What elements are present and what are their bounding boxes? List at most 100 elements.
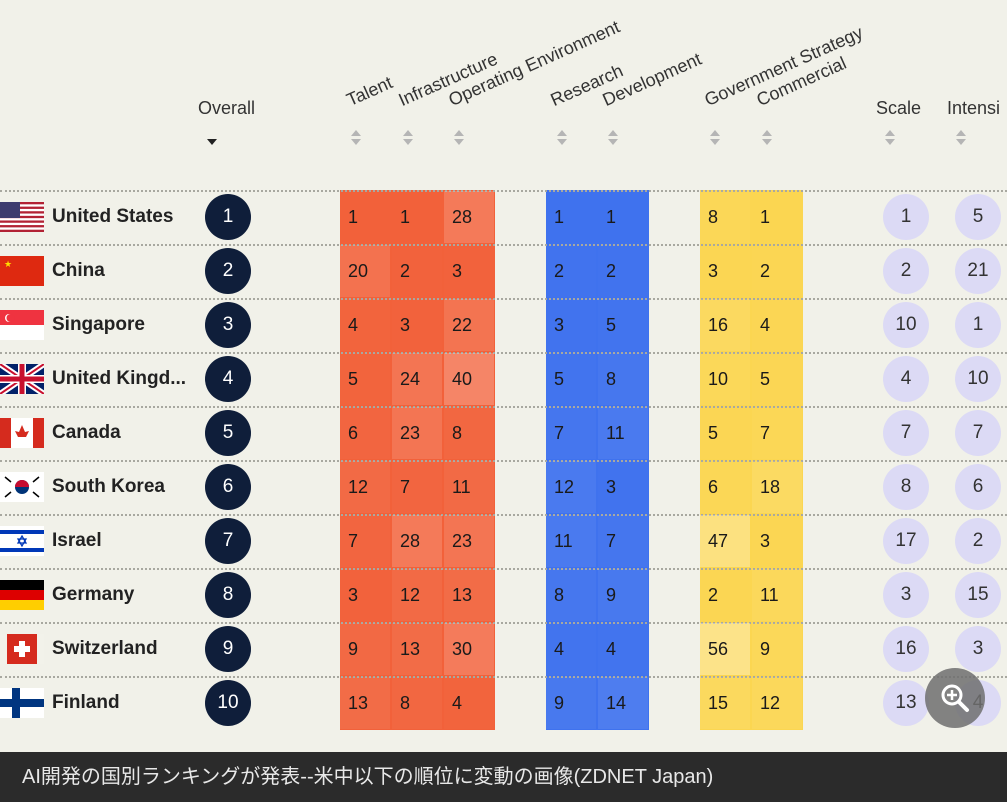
gov-rank-cell: 16 — [700, 299, 750, 351]
scale-rank-badge: 16 — [883, 626, 929, 672]
ranking-board: Overall Talent Infrastructure Operating … — [0, 17, 1007, 730]
gov-rank-cell: 8 — [700, 191, 750, 243]
overall-rank-badge: 4 — [205, 356, 251, 402]
infrastructure-rank-cell: 13 — [392, 623, 442, 675]
operating-rank-cell: 4 — [452, 693, 463, 713]
sort-icon[interactable] — [608, 130, 618, 148]
intensity-rank-badge: 21 — [955, 248, 1001, 294]
image-caption: AI開発の国別ランキングが発表--米中以下の順位に変動の画像(ZDNET Jap… — [22, 766, 714, 788]
country-name[interactable]: Switzerland — [52, 638, 158, 659]
infrastructure-rank-cell: 1 — [400, 207, 411, 227]
header-scale[interactable]: Scale — [876, 98, 922, 118]
gov-rank-cell: 15 — [700, 677, 750, 729]
commercial-rank-cell: 3 — [760, 531, 771, 551]
intensity-rank-badge: 2 — [955, 518, 1001, 564]
development-rank-cell: 2 — [606, 261, 617, 281]
infrastructure-rank-cell: 23 — [392, 407, 442, 459]
zoom-in-icon — [941, 684, 969, 712]
commercial-rank-cell: 9 — [752, 623, 802, 675]
row-divider — [0, 244, 1007, 246]
intensity-rank-badge: 7 — [955, 410, 1001, 456]
commercial-rank-cell: 7 — [752, 407, 802, 459]
country-name[interactable]: United States — [52, 206, 174, 227]
talent-rank-cell: 1 — [348, 207, 359, 227]
intensity-rank-badge: 5 — [955, 194, 1001, 240]
header-talent[interactable]: Talent — [343, 72, 396, 111]
infrastructure-rank-cell: 12 — [392, 569, 442, 621]
uk-flag — [0, 364, 44, 394]
talent-rank-cell: 7 — [340, 515, 390, 567]
development-rank-cell: 8 — [598, 353, 648, 405]
operating-rank-cell: 3 — [452, 261, 463, 281]
talent-rank-cell: 20 — [340, 245, 390, 297]
sort-icon[interactable] — [762, 130, 772, 148]
scale-rank-badge: 10 — [883, 302, 929, 348]
sort-icon[interactable] — [454, 130, 464, 148]
zoom-in-button[interactable] — [925, 668, 985, 728]
research-rank-cell: 3 — [554, 315, 565, 335]
infrastructure-rank-cell: 24 — [392, 353, 442, 405]
talent-rank-cell: 9 — [340, 623, 390, 675]
commercial-rank-cell: 1 — [760, 207, 771, 227]
operating-rank-cell: 11 — [444, 461, 494, 513]
operating-rank-cell: 40 — [444, 353, 494, 405]
singapore-flag — [0, 310, 44, 340]
operating-rank-cell: 22 — [444, 299, 494, 351]
sort-icon[interactable] — [956, 130, 966, 148]
overall-rank-badge: 2 — [205, 248, 251, 294]
overall-rank-badge: 7 — [205, 518, 251, 564]
country-name[interactable]: Germany — [52, 584, 135, 605]
country-name[interactable]: Israel — [52, 530, 102, 551]
talent-rank-cell: 6 — [340, 407, 390, 459]
canada-flag — [0, 418, 44, 448]
gov-rank-cell: 6 — [700, 461, 750, 513]
row-divider — [0, 406, 1007, 408]
gov-rank-cell: 3 — [708, 261, 719, 281]
scale-rank-badge: 1 — [883, 194, 929, 240]
row-divider — [0, 190, 1007, 192]
sort-icon[interactable] — [207, 134, 217, 152]
scale-rank-badge: 4 — [883, 356, 929, 402]
research-rank-cell: 5 — [554, 369, 565, 389]
header-intensity[interactable]: Intensi — [947, 98, 1001, 118]
operating-rank-cell: 23 — [444, 515, 494, 567]
country-name[interactable]: United Kingd... — [52, 368, 187, 389]
finland-flag — [0, 688, 44, 718]
overall-rank-badge: 3 — [205, 302, 251, 348]
svg-text:★: ★ — [4, 259, 12, 269]
sort-icon[interactable] — [351, 130, 361, 148]
intensity-rank-badge: 1 — [955, 302, 1001, 348]
overall-rank-badge: 8 — [205, 572, 251, 618]
development-rank-cell: 11 — [598, 407, 648, 459]
intensity-rank-badge: 6 — [955, 464, 1001, 510]
header-overall[interactable]: Overall — [198, 98, 256, 118]
row-divider — [0, 352, 1007, 354]
operating-rank-cell: 28 — [444, 191, 494, 243]
research-rank-cell: 2 — [554, 261, 565, 281]
country-name[interactable]: Canada — [52, 422, 121, 443]
scale-rank-badge: 3 — [883, 572, 929, 618]
development-rank-cell: 9 — [598, 569, 648, 621]
switzerland-flag — [0, 634, 44, 664]
research-rank-cell: 7 — [546, 407, 596, 459]
sort-icon[interactable] — [557, 130, 567, 148]
sort-icon[interactable] — [403, 130, 413, 148]
overall-rank-badge: 10 — [205, 680, 251, 726]
infrastructure-rank-cell: 28 — [392, 515, 442, 567]
infrastructure-rank-cell: 8 — [392, 677, 442, 729]
research-rank-cell: 4 — [554, 639, 565, 659]
development-rank-cell: 7 — [598, 515, 648, 567]
research-rank-cell: 11 — [546, 515, 596, 567]
talent-rank-cell: 12 — [340, 461, 390, 513]
country-name[interactable]: South Korea — [52, 476, 165, 497]
us-flag — [0, 202, 44, 232]
overall-rank-badge: 6 — [205, 464, 251, 510]
row-divider — [0, 676, 1007, 678]
commercial-rank-cell: 5 — [760, 369, 771, 389]
sort-icon[interactable] — [710, 130, 720, 148]
sort-icon[interactable] — [885, 130, 895, 148]
country-name[interactable]: Singapore — [52, 314, 145, 335]
research-rank-cell: 12 — [546, 461, 596, 513]
country-name[interactable]: Finland — [52, 692, 120, 713]
country-name[interactable]: China — [52, 260, 105, 281]
